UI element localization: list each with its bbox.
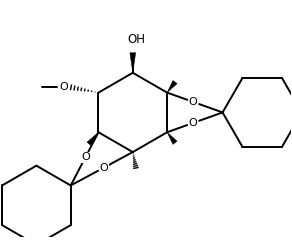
Polygon shape — [167, 80, 177, 92]
Text: O: O — [99, 163, 108, 173]
Polygon shape — [130, 53, 136, 73]
Polygon shape — [87, 132, 98, 146]
Polygon shape — [167, 132, 177, 144]
Text: OH: OH — [127, 33, 145, 46]
Text: O: O — [189, 97, 198, 107]
Text: O: O — [81, 152, 90, 162]
Text: O: O — [60, 82, 69, 92]
Text: O: O — [189, 118, 198, 128]
